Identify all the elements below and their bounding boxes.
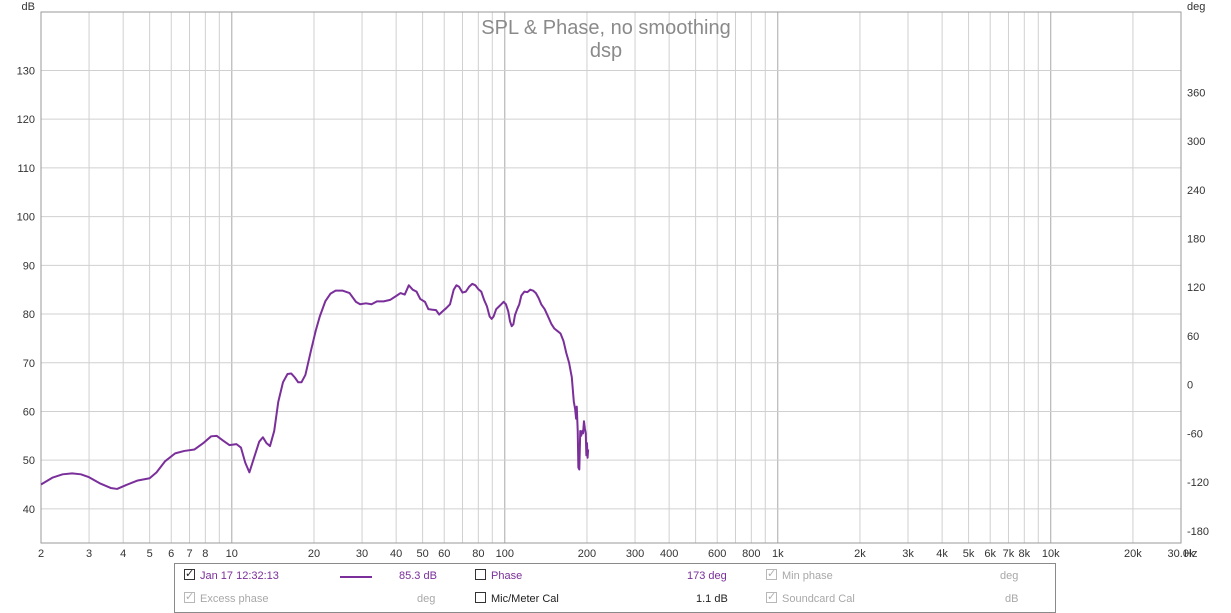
x-tick-label: 1k xyxy=(772,548,784,560)
x-axis-unit: Hz xyxy=(1184,548,1197,560)
x-tick-label: 600 xyxy=(708,548,726,560)
right-tick-label: 120 xyxy=(1187,282,1205,294)
left-tick-label: 80 xyxy=(23,309,35,321)
x-tick-label: 40 xyxy=(390,548,402,560)
right-tick-label: -120 xyxy=(1187,477,1209,489)
left-axis-unit: dB xyxy=(22,1,35,13)
x-tick-label: 10 xyxy=(226,548,238,560)
x-tick-label: 8 xyxy=(202,548,208,560)
x-tick-label: 3 xyxy=(86,548,92,560)
left-tick-label: 90 xyxy=(23,260,35,272)
chart-subtitle: dsp xyxy=(590,40,622,62)
x-tick-label: 20k xyxy=(1124,548,1142,560)
x-tick-label: 80 xyxy=(472,548,484,560)
left-tick-label: 50 xyxy=(23,455,35,467)
x-tick-label: 7k xyxy=(1003,548,1015,560)
legend-panel: Jan 17 12:32:13 85.3 dB Phase 173 deg Mi… xyxy=(174,563,1056,613)
right-tick-label: 360 xyxy=(1187,87,1205,99)
right-tick-label: -60 xyxy=(1187,428,1203,440)
spl-phase-chart: 40 50 60 70 80 90 100 110 120 130 -180 -120 -60 0 60 12… xyxy=(17,1,1209,560)
x-tick-label: 400 xyxy=(660,548,678,560)
left-tick-label: 110 xyxy=(17,163,35,175)
min-phase-checkbox[interactable] xyxy=(766,567,777,580)
x-tick-label: 5k xyxy=(963,548,975,560)
x-tick-label: 100 xyxy=(496,548,514,560)
min-phase-label: Min phase xyxy=(782,570,833,582)
excess-phase-unit: deg xyxy=(417,593,436,605)
right-tick-label: 60 xyxy=(1187,331,1199,343)
legend-row-2: Excess phase deg Mic/Meter Cal 1.1 dB So… xyxy=(175,588,1055,610)
soundcard-cal-checkbox[interactable] xyxy=(766,590,777,603)
x-tick-label: 8k xyxy=(1018,548,1030,560)
x-tick-label: 20 xyxy=(308,548,320,560)
spl-series-line xyxy=(40,282,590,490)
left-tick-label: 40 xyxy=(23,504,35,516)
x-tick-label: 10k xyxy=(1042,548,1060,560)
x-tick-label: 30 xyxy=(356,548,368,560)
right-axis-unit: deg xyxy=(1187,1,1205,13)
x-tick-label: 5 xyxy=(147,548,153,560)
plot-background xyxy=(41,12,1181,543)
left-tick-label: 120 xyxy=(17,114,35,126)
phase-checkbox[interactable] xyxy=(475,569,486,580)
chart-title: SPL & Phase, no smoothing xyxy=(481,17,730,39)
series-label: Jan 17 12:32:13 xyxy=(200,570,279,582)
left-tick-label: 70 xyxy=(23,358,35,370)
left-tick-label: 130 xyxy=(17,65,35,77)
series-checkbox[interactable] xyxy=(184,567,195,580)
x-tick-label: 50 xyxy=(416,548,428,560)
right-tick-label: -180 xyxy=(1187,526,1209,538)
x-tick-label: 6 xyxy=(168,548,174,560)
x-tick-label: 2 xyxy=(38,548,44,560)
right-tick-label: 300 xyxy=(1187,136,1205,148)
legend-row-1: Jan 17 12:32:13 85.3 dB Phase 173 deg Mi… xyxy=(175,565,1055,587)
left-tick-label: 60 xyxy=(23,406,35,418)
mic-cal-checkbox[interactable] xyxy=(475,592,486,603)
soundcard-cal-label: Soundcard Cal xyxy=(782,593,855,605)
soundcard-cal-unit: dB xyxy=(1005,593,1019,605)
x-tick-label: 3k xyxy=(902,548,914,560)
x-tick-label: 60 xyxy=(438,548,450,560)
x-tick-label: 2k xyxy=(854,548,866,560)
mic-cal-value: 1.1 dB xyxy=(696,593,728,605)
excess-phase-checkbox[interactable] xyxy=(184,590,195,603)
mic-cal-label: Mic/Meter Cal xyxy=(491,593,559,605)
right-tick-label: 0 xyxy=(1187,380,1193,392)
x-tick-label: 7 xyxy=(186,548,192,560)
x-tick-label: 4k xyxy=(936,548,948,560)
x-tick-label: 200 xyxy=(578,548,596,560)
excess-phase-label: Excess phase xyxy=(200,593,269,605)
right-tick-label: 240 xyxy=(1187,185,1205,197)
right-tick-label: 180 xyxy=(1187,234,1205,246)
x-tick-label: 4 xyxy=(120,548,126,560)
x-tick-label: 300 xyxy=(626,548,644,560)
plot-frame xyxy=(40,11,1182,544)
phase-value: 173 deg xyxy=(687,570,727,582)
x-tick-label: 800 xyxy=(742,548,760,560)
chart-area: 40 50 60 70 80 90 100 110 120 130 -180 -120 -60 0 60 12… xyxy=(17,1,1209,560)
left-tick-label: 100 xyxy=(17,212,35,224)
x-tick-label: 30.0k xyxy=(1168,548,1195,560)
phase-label: Phase xyxy=(491,570,523,582)
series-value: 85.3 dB xyxy=(399,570,437,582)
min-phase-unit: deg xyxy=(1000,570,1019,582)
x-tick-label: 6k xyxy=(984,548,996,560)
series-color-swatch xyxy=(340,576,372,578)
